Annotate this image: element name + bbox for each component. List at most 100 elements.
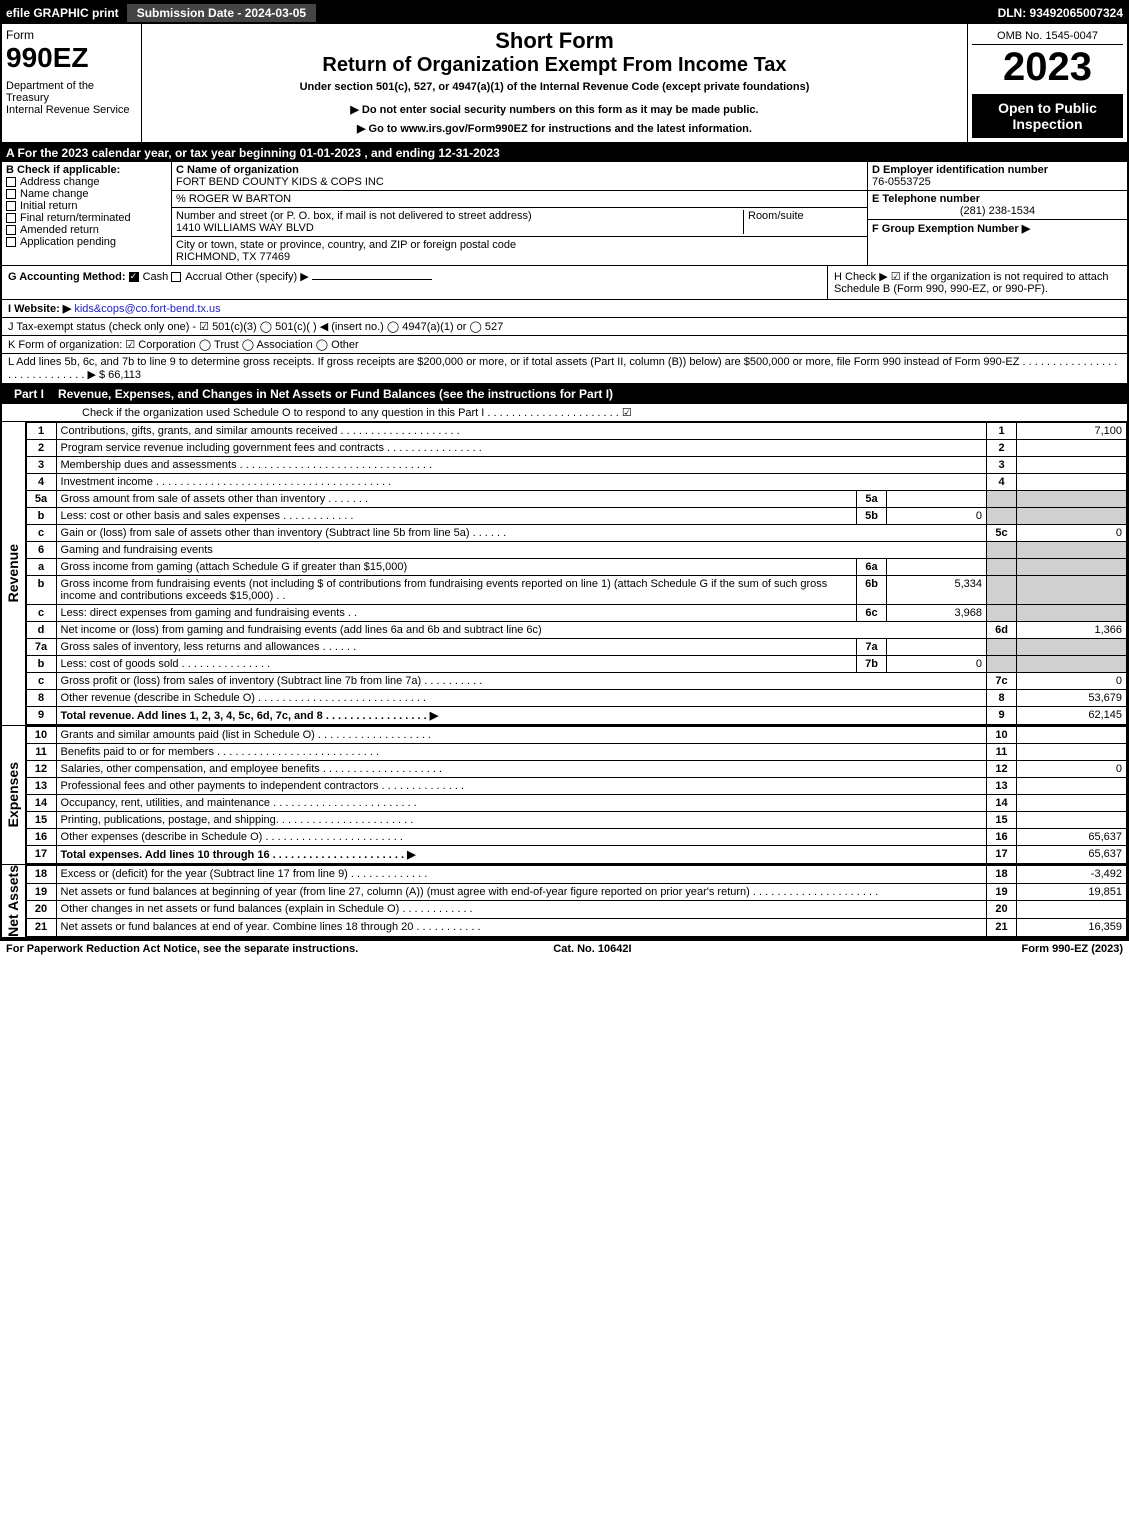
row-5a: Gross amount from sale of assets other t…: [56, 491, 856, 508]
row-17: Total expenses. Add lines 10 through 16 …: [56, 846, 986, 864]
ma-6c: 3,968: [887, 605, 987, 622]
chk-name-change[interactable]: [6, 189, 16, 199]
lbl-accrual: Accrual: [185, 271, 222, 283]
rn-2: 2: [987, 440, 1017, 457]
footer: For Paperwork Reduction Act Notice, see …: [0, 939, 1129, 957]
lbl-final-return: Final return/terminated: [20, 212, 131, 224]
row-5c: Gain or (loss) from sale of assets other…: [56, 525, 986, 542]
submission-date: Submission Date - 2024-03-05: [127, 4, 316, 22]
amt-18: -3,492: [1017, 866, 1127, 884]
row-2: Program service revenue including govern…: [56, 440, 986, 457]
line-i: I Website: ▶ kids&cops@co.fort-bend.tx.u…: [2, 300, 1127, 318]
amt-17: 65,637: [1017, 846, 1127, 864]
ssn-warning: ▶ Do not enter social security numbers o…: [146, 103, 963, 116]
row-6d: Net income or (loss) from gaming and fun…: [56, 622, 986, 639]
omb-number: OMB No. 1545-0047: [972, 28, 1123, 45]
ma-6b: 5,334: [887, 576, 987, 605]
line-a: A For the 2023 calendar year, or tax yea…: [2, 144, 1127, 162]
amt-8: 53,679: [1017, 690, 1127, 707]
net-assets-table: 18Excess or (deficit) for the year (Subt…: [26, 865, 1127, 937]
form-label: Form: [6, 28, 137, 42]
amt-10: [1017, 727, 1127, 744]
addr-label: Number and street (or P. O. box, if mail…: [176, 210, 532, 222]
rn-14: 14: [987, 795, 1017, 812]
amt-6d: 1,366: [1017, 622, 1127, 639]
rn-19: 19: [987, 883, 1017, 901]
line-g: G Accounting Method: Cash Accrual Other …: [2, 266, 827, 299]
part1-check: Check if the organization used Schedule …: [2, 404, 1127, 422]
rn-5c: 5c: [987, 525, 1017, 542]
lbl-application-pending: Application pending: [20, 236, 116, 248]
line-k: K Form of organization: ☑ Corporation ◯ …: [2, 336, 1127, 354]
lbl-amended-return: Amended return: [20, 224, 99, 236]
footer-left: For Paperwork Reduction Act Notice, see …: [6, 943, 358, 955]
rn-10: 10: [987, 727, 1017, 744]
chk-accrual[interactable]: [171, 272, 181, 282]
amt-14: [1017, 795, 1127, 812]
header: Form 990EZ Department of the Treasury In…: [2, 24, 1127, 144]
net-assets-label: Net Assets: [5, 865, 21, 937]
form-990ez: efile GRAPHIC print Submission Date - 20…: [0, 0, 1129, 939]
chk-amended-return[interactable]: [6, 225, 16, 235]
group-exemption-label: F Group Exemption Number ▶: [872, 223, 1030, 235]
expenses-table: 10Grants and similar amounts paid (list …: [26, 726, 1127, 864]
room-suite-label: Room/suite: [743, 210, 863, 234]
short-form-title: Short Form: [146, 28, 963, 54]
amt-21: 16,359: [1017, 919, 1127, 937]
row-5b: Less: cost or other basis and sales expe…: [56, 508, 856, 525]
row-7c: Gross profit or (loss) from sales of inv…: [56, 673, 986, 690]
chk-final-return[interactable]: [6, 213, 16, 223]
row-14: Occupancy, rent, utilities, and maintena…: [56, 795, 986, 812]
sidebar-revenue: Revenue: [2, 422, 26, 725]
top-bar: efile GRAPHIC print Submission Date - 20…: [2, 2, 1127, 24]
rn-7c: 7c: [987, 673, 1017, 690]
ml-7b: 7b: [857, 656, 887, 673]
amt-19: 19,851: [1017, 883, 1127, 901]
ma-5b: 0: [887, 508, 987, 525]
website-label: I Website: ▶: [8, 303, 71, 315]
website-link[interactable]: kids&cops@co.fort-bend.tx.us: [74, 303, 220, 315]
row-9: Total revenue. Add lines 1, 2, 3, 4, 5c,…: [56, 707, 986, 725]
amt-7c: 0: [1017, 673, 1127, 690]
rn-16: 16: [987, 829, 1017, 846]
revenue-table: 1Contributions, gifts, grants, and simil…: [26, 422, 1127, 725]
chk-address-change[interactable]: [6, 177, 16, 187]
ein: 76-0553725: [872, 176, 931, 188]
col-b: B Check if applicable: Address change Na…: [2, 162, 172, 265]
ml-6c: 6c: [857, 605, 887, 622]
rn-4: 4: [987, 474, 1017, 491]
g-label: G Accounting Method:: [8, 271, 126, 283]
part1-header: Part I Revenue, Expenses, and Changes in…: [2, 384, 1127, 404]
footer-mid: Cat. No. 10642I: [553, 943, 631, 955]
amt-4: [1017, 474, 1127, 491]
return-title: Return of Organization Exempt From Incom…: [146, 54, 963, 77]
sidebar-expenses: Expenses: [2, 726, 26, 864]
expenses-label: Expenses: [5, 762, 21, 827]
chk-initial-return[interactable]: [6, 201, 16, 211]
rn-1: 1: [987, 423, 1017, 440]
row-11: Benefits paid to or for members . . . . …: [56, 744, 986, 761]
rn-15: 15: [987, 812, 1017, 829]
row-7a: Gross sales of inventory, less returns a…: [56, 639, 856, 656]
b-label: B Check if applicable:: [6, 164, 120, 176]
city-state-zip: RICHMOND, TX 77469: [176, 251, 290, 263]
row-8: Other revenue (describe in Schedule O) .…: [56, 690, 986, 707]
chk-application-pending[interactable]: [6, 237, 16, 247]
goto-link[interactable]: ▶ Go to www.irs.gov/Form990EZ for instru…: [146, 122, 963, 135]
revenue-label: Revenue: [5, 544, 21, 602]
rn-9: 9: [987, 707, 1017, 725]
l-text: L Add lines 5b, 6c, and 7b to line 9 to …: [8, 356, 1117, 381]
part1-label: Part I: [8, 387, 50, 401]
section-b-c-d: B Check if applicable: Address change Na…: [2, 162, 1127, 266]
org-name: FORT BEND COUNTY KIDS & COPS INC: [176, 176, 384, 188]
rn-18: 18: [987, 866, 1017, 884]
lbl-cash: Cash: [143, 271, 169, 283]
rn-12: 12: [987, 761, 1017, 778]
city-label: City or town, state or province, country…: [176, 239, 516, 251]
chk-cash[interactable]: [129, 272, 139, 282]
row-21: Net assets or fund balances at end of ye…: [56, 919, 986, 937]
row-1: Contributions, gifts, grants, and simila…: [56, 423, 986, 440]
rn-21: 21: [987, 919, 1017, 937]
rn-17: 17: [987, 846, 1017, 864]
row-18: Excess or (deficit) for the year (Subtra…: [56, 866, 986, 884]
